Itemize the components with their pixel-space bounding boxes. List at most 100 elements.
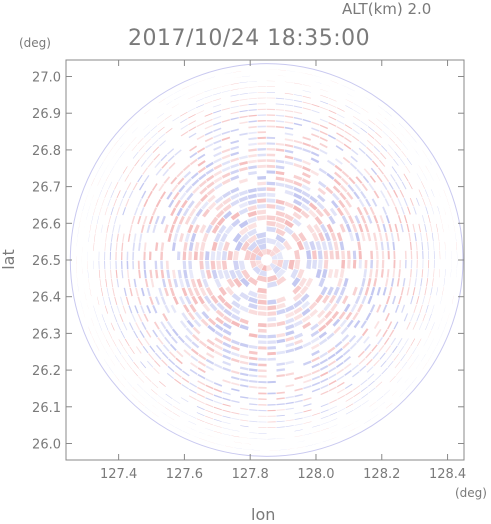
radar-cell [199,261,203,270]
radar-cell [341,260,345,269]
radar-cell [267,154,276,157]
radar-cell [257,159,266,162]
radar-cell [365,260,368,269]
radar-cell [267,381,276,383]
y-tick-label: 26.5 [32,254,61,269]
radar-cell [359,260,362,269]
radar-cell [258,109,266,110]
radar-cell [258,346,267,349]
x-tick-label: 128.0 [297,467,334,482]
radar-cell [267,358,276,361]
radar-cell [267,187,276,191]
x-tick-label: 128.4 [429,467,466,482]
radar-cell [382,251,385,259]
radar-cell [267,346,276,350]
radar-cell [188,251,192,260]
radar-cell [257,204,266,209]
radar-cell [258,329,267,333]
radar-cell [267,109,275,110]
y-tick-label: 26.1 [32,401,61,416]
radar-cell [258,311,267,316]
radar-cell [166,261,169,270]
y-tick-label: 26.6 [32,217,61,232]
radar-cell [132,261,134,270]
x-tick-label: 127.4 [100,467,137,482]
radar-cell [257,198,266,203]
radar-cell [258,340,267,344]
y-tick-label: 26.7 [32,181,61,196]
radar-cell [267,142,276,144]
radar-cell [257,148,266,151]
radar-cell [388,251,390,259]
radar-cell [267,335,276,339]
radar-cell [370,260,373,269]
x-tick-label: 127.6 [166,467,203,482]
radar-cell [370,251,373,260]
radar-cell [324,250,329,259]
radar-cell [267,126,276,128]
radar-cell [267,170,276,173]
radar-cell [205,251,210,260]
y-tick-label: 26.8 [32,144,61,159]
radar-cell [258,369,267,372]
radar-cell [257,182,266,186]
radar-cell [267,198,276,203]
radar-cell [267,215,276,220]
radar-cell [267,204,276,209]
radar-cell [160,261,163,270]
radar-cell [183,261,187,270]
radar-cell [267,159,276,162]
radar-cell [258,375,266,377]
y-tick-label: 26.3 [32,327,61,342]
radar-cell [258,126,266,128]
radar-cell [341,251,345,260]
radar-cell [267,340,276,344]
radar-cell [267,323,276,327]
radar-cell [258,323,267,327]
radar-cell [258,387,266,389]
radar-cell [199,251,203,260]
radar-cell [258,305,267,310]
radar-cell [267,311,276,316]
radar-cell [318,260,323,269]
radar-cell [194,251,198,260]
radar-cell [267,120,276,122]
radar-cell [257,187,266,191]
radar-cell [138,261,140,270]
radar-field [70,64,463,457]
radar-cell [160,252,163,261]
radar-cell [127,261,129,270]
radar-cell [324,260,329,269]
radar-cell [330,250,334,259]
y-tick-label: 27.0 [32,71,61,86]
x-tick-label: 128.2 [363,467,400,482]
radar-cell [258,393,266,395]
radar-cell [267,352,276,355]
radar-cell [399,260,401,268]
radar-cell [258,381,266,383]
radar-cell [257,193,266,197]
radar-cell [258,335,267,339]
radar-cell [382,260,385,269]
y-tick-label: 26.4 [32,291,61,306]
radar-cell [257,165,266,168]
radar-cell [376,260,379,269]
radar-cell [211,251,216,260]
radar-background [70,64,463,457]
radar-cell [205,261,210,270]
radar-cell [393,260,395,269]
radar-cell [335,251,339,260]
radar-cell [258,398,266,400]
radar-cell [258,410,266,411]
radar-cell [188,261,192,270]
radar-cell [267,165,276,168]
radar-cell [258,364,267,367]
radar-cell [132,252,134,260]
y-tick-label: 26.9 [32,107,61,122]
radar-cell [267,410,275,411]
radar-cell [177,251,180,260]
radar-cell [115,252,116,260]
radar-cell [359,251,362,260]
radar-cell [258,131,266,133]
y-tick-label: 26.2 [32,364,61,379]
